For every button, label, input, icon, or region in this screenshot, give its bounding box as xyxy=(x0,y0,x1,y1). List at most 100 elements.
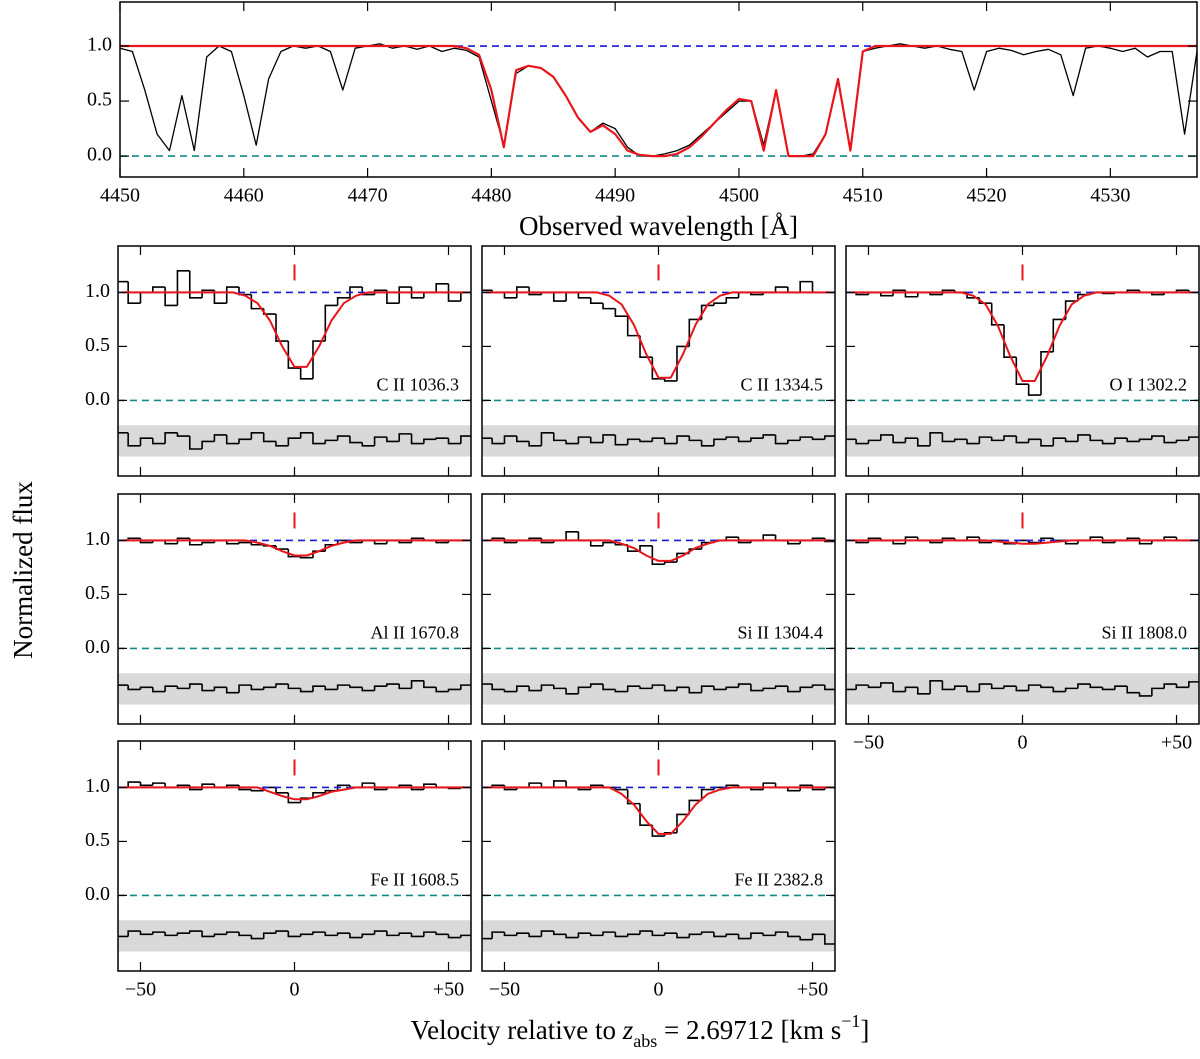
flux-step xyxy=(725,536,739,541)
flux-step xyxy=(663,561,677,565)
flux-step xyxy=(373,540,387,545)
flux-step xyxy=(762,782,776,790)
residual-step xyxy=(176,432,190,437)
flux-step xyxy=(1040,351,1054,396)
residual-step xyxy=(1027,438,1041,443)
residual-step xyxy=(626,933,641,937)
x-axis-label-part: ] xyxy=(860,1015,869,1045)
y-tick-label: 0.5 xyxy=(85,582,110,604)
residual-step xyxy=(1089,684,1103,689)
residual-step xyxy=(1015,436,1029,444)
residual-step xyxy=(503,435,517,444)
flux-step xyxy=(1163,536,1177,541)
flux-step xyxy=(349,286,363,298)
residual-step xyxy=(626,685,641,692)
residual-step xyxy=(552,685,567,690)
residual-step xyxy=(540,432,554,446)
residual-step xyxy=(688,933,702,938)
residual-step xyxy=(460,684,471,690)
residual-step xyxy=(824,435,835,440)
x-tick-label: +50 xyxy=(433,979,464,1001)
residual-step xyxy=(855,684,869,690)
residual-step xyxy=(552,432,567,442)
residual-step xyxy=(880,434,894,441)
flux-step xyxy=(435,282,449,293)
residual-step xyxy=(676,435,690,444)
residual-step xyxy=(1188,681,1199,688)
flux-step xyxy=(336,784,350,791)
residual-step xyxy=(139,437,153,446)
residual-step xyxy=(1114,685,1128,690)
flux-step xyxy=(287,341,301,369)
residual-step xyxy=(540,930,554,937)
residual-step xyxy=(1126,686,1140,694)
residual-step xyxy=(336,684,350,690)
y-tick-label: 0.5 xyxy=(85,334,110,356)
residual-step xyxy=(1040,685,1054,689)
y-tick-label: 0.5 xyxy=(85,829,110,851)
residual-step xyxy=(423,438,437,444)
flux-step xyxy=(188,270,203,299)
flux-step xyxy=(904,536,918,544)
x-axis-label-part: −1 xyxy=(841,1011,860,1031)
residual-step xyxy=(1089,434,1103,442)
x-axis-label: Velocity relative to zabs = 2.69712 [km … xyxy=(411,1011,870,1051)
residual-step xyxy=(410,680,424,689)
residual-step xyxy=(435,687,449,693)
residual-step xyxy=(287,684,301,690)
residual-step xyxy=(250,432,264,440)
residual-step xyxy=(762,434,776,439)
residual-step xyxy=(287,931,301,938)
residual-step xyxy=(750,437,764,442)
residual-step xyxy=(250,685,264,691)
residual-step xyxy=(1151,687,1165,696)
residual-step xyxy=(824,685,835,691)
residual-step xyxy=(867,685,881,689)
residual-step xyxy=(941,680,955,691)
flux-step xyxy=(787,540,801,545)
flux-step xyxy=(1003,324,1017,359)
residual-step xyxy=(700,685,714,693)
residual-band xyxy=(482,673,835,705)
x-axis-label-part: = 2.69712 [km s xyxy=(657,1015,841,1045)
residual-step xyxy=(966,686,980,693)
flux-step xyxy=(602,303,616,310)
residual-step xyxy=(990,684,1005,690)
residual-step xyxy=(516,436,530,443)
panel-frame xyxy=(481,493,836,725)
residual-step xyxy=(614,689,628,693)
residual-band xyxy=(118,425,471,457)
residual-step xyxy=(1027,684,1041,691)
flux-step xyxy=(528,782,542,788)
residual-step xyxy=(410,433,424,445)
x-tick-label: −50 xyxy=(125,979,156,1001)
flux-step xyxy=(188,538,203,546)
residual-step xyxy=(152,687,166,693)
y-tick-label: 1.0 xyxy=(87,34,112,56)
residual-step xyxy=(176,932,190,936)
flux-step xyxy=(552,780,567,788)
flux-step xyxy=(892,540,906,545)
flux-step xyxy=(577,292,591,299)
ion-label: O I 1302.2 xyxy=(1110,375,1188,395)
residual-step xyxy=(713,686,727,691)
residual-step xyxy=(312,931,326,935)
residual-step xyxy=(373,930,387,935)
residual-step xyxy=(892,434,906,444)
residual-step xyxy=(299,933,313,937)
flux-step xyxy=(1089,536,1103,541)
flux-step xyxy=(176,537,190,544)
flux-step xyxy=(774,286,788,293)
residual-step xyxy=(577,932,591,938)
residual-step xyxy=(725,436,739,440)
residual-step xyxy=(941,432,955,443)
residual-step xyxy=(676,686,690,691)
residual-step xyxy=(491,931,505,939)
residual-step xyxy=(916,687,931,695)
residual-step xyxy=(398,932,412,936)
residual-step xyxy=(855,439,869,445)
flux-step xyxy=(762,534,776,541)
residual-step xyxy=(774,434,788,445)
residual-step xyxy=(639,439,653,443)
residual-step xyxy=(1151,435,1165,440)
